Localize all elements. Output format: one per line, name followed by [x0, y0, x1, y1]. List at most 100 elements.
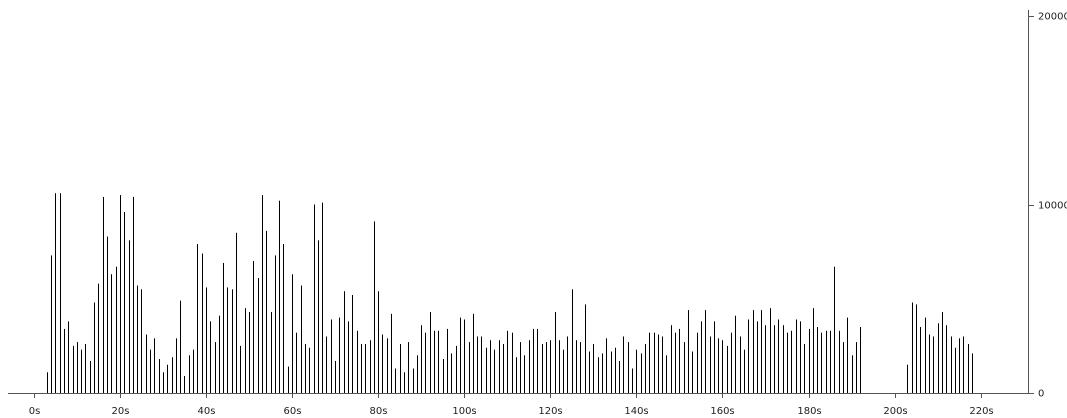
bar: [266, 230, 267, 393]
bar: [951, 336, 952, 393]
bar: [357, 330, 358, 393]
bar: [137, 285, 138, 393]
bar: [598, 357, 599, 393]
bar: [714, 321, 715, 393]
bar: [258, 278, 259, 393]
bar: [852, 355, 853, 393]
bar: [770, 308, 771, 393]
bar: [469, 342, 470, 393]
bar: [602, 353, 603, 393]
bar: [938, 323, 939, 393]
bar: [477, 336, 478, 393]
bar: [365, 343, 366, 393]
bar: [249, 311, 250, 393]
bar: [292, 274, 293, 393]
bar: [761, 310, 762, 393]
x-tick-label: 160s: [710, 406, 734, 417]
bar: [120, 195, 121, 393]
bar: [271, 311, 272, 393]
bar: [223, 262, 224, 393]
bar: [279, 200, 280, 393]
bar: [860, 327, 861, 393]
bar: [611, 351, 612, 393]
bar: [688, 310, 689, 393]
bar: [671, 325, 672, 393]
bar: [344, 291, 345, 393]
bar: [942, 311, 943, 393]
bar: [124, 212, 125, 393]
bar: [955, 347, 956, 393]
bar: [834, 266, 835, 393]
bar: [486, 347, 487, 393]
bar: [580, 342, 581, 393]
bar: [111, 274, 112, 393]
bar: [826, 330, 827, 393]
bar: [331, 319, 332, 393]
bar: [98, 283, 99, 393]
bar: [382, 334, 383, 393]
bar: [154, 338, 155, 393]
bar: [933, 336, 934, 393]
bar: [641, 353, 642, 393]
bar: [589, 351, 590, 393]
bar: [813, 308, 814, 393]
bar: [847, 317, 848, 393]
bar: [619, 360, 620, 393]
bar: [679, 328, 680, 393]
bar: [215, 342, 216, 393]
bar: [202, 253, 203, 393]
bar: [193, 349, 194, 393]
bar: [481, 336, 482, 393]
x-tick-label: 60s: [284, 406, 302, 417]
bar: [912, 302, 913, 393]
bar: [524, 355, 525, 393]
bar: [460, 317, 461, 393]
bar: [740, 336, 741, 393]
bar: [322, 202, 323, 393]
bar: [563, 349, 564, 393]
bar: [421, 325, 422, 393]
bar: [51, 255, 52, 393]
bar: [417, 355, 418, 393]
bar: [90, 360, 91, 393]
bar: [133, 196, 134, 393]
bar: [843, 342, 844, 393]
bar: [227, 287, 228, 393]
bar: [167, 364, 168, 393]
bar: [537, 328, 538, 393]
bar: [314, 204, 315, 393]
bar: [305, 343, 306, 393]
bar: [692, 351, 693, 393]
bar: [925, 317, 926, 393]
bar: [503, 343, 504, 393]
x-tick-label: 100s: [452, 406, 476, 417]
bar: [159, 359, 160, 393]
bar: [684, 342, 685, 393]
y-tick-label: 0: [1038, 389, 1044, 400]
bar: [529, 340, 530, 393]
bar: [658, 334, 659, 393]
x-tick-label: 80s: [370, 406, 388, 417]
bar: [348, 321, 349, 393]
bar: [628, 342, 629, 393]
bar: [516, 357, 517, 393]
y-tick-label: 10000: [1038, 201, 1067, 212]
bar: [520, 342, 521, 393]
bar: [731, 332, 732, 393]
bar: [456, 345, 457, 393]
bar: [929, 334, 930, 393]
bar: [916, 304, 917, 393]
bar: [839, 330, 840, 393]
bar: [705, 310, 706, 393]
bar: [434, 330, 435, 393]
bar: [447, 328, 448, 393]
x-tick-label: 120s: [538, 406, 562, 417]
bar: [507, 330, 508, 393]
bar: [232, 289, 233, 393]
bar: [73, 345, 74, 393]
bar: [94, 302, 95, 393]
x-tick-label: 40s: [198, 406, 216, 417]
bar: [378, 291, 379, 393]
